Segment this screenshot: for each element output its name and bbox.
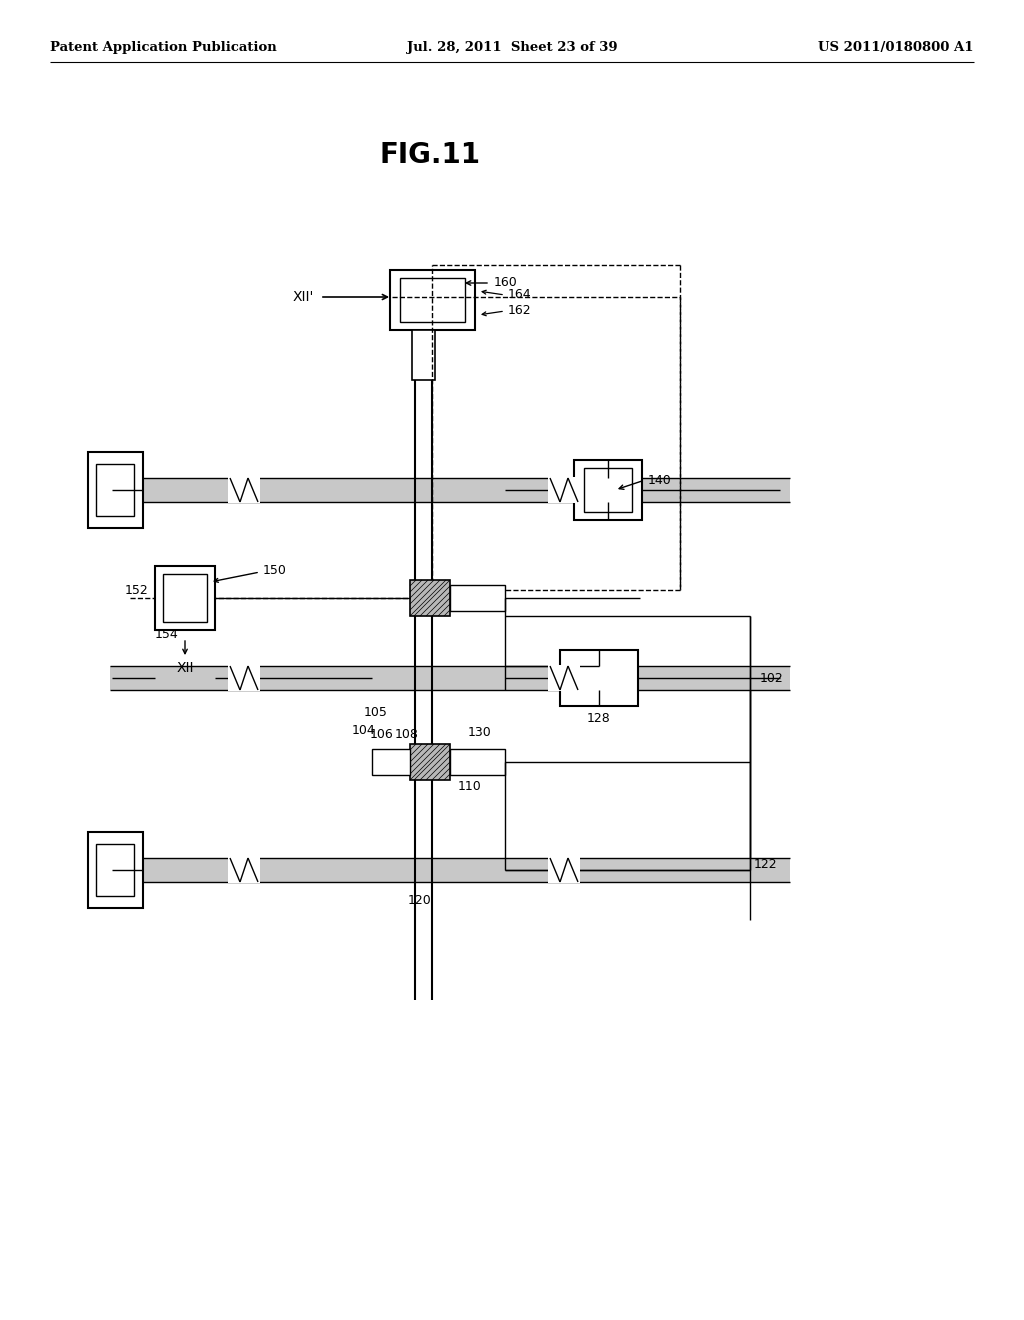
Text: 164: 164 <box>508 289 531 301</box>
Bar <box>410 744 450 780</box>
Text: 102: 102 <box>760 672 783 685</box>
Bar <box>548 477 580 503</box>
Text: 120: 120 <box>409 894 432 907</box>
Text: 154: 154 <box>155 628 178 642</box>
Bar <box>372 748 410 775</box>
Bar <box>110 667 790 690</box>
Text: 104: 104 <box>351 723 375 737</box>
Text: Patent Application Publication: Patent Application Publication <box>50 41 276 54</box>
Bar <box>574 459 642 520</box>
Bar <box>96 843 134 896</box>
Bar <box>163 574 207 622</box>
Bar <box>548 857 580 883</box>
Bar <box>228 857 260 883</box>
Bar <box>88 832 143 908</box>
Text: XII: XII <box>176 661 194 675</box>
Text: Jul. 28, 2011  Sheet 23 of 39: Jul. 28, 2011 Sheet 23 of 39 <box>407 41 617 54</box>
Bar <box>400 279 465 322</box>
Text: US 2011/0180800 A1: US 2011/0180800 A1 <box>818 41 974 54</box>
Bar <box>412 330 435 380</box>
Text: XII': XII' <box>293 290 314 304</box>
Bar <box>88 451 143 528</box>
Bar <box>110 478 790 502</box>
Bar <box>548 665 580 690</box>
Bar <box>228 665 260 690</box>
Text: FIG.11: FIG.11 <box>380 141 480 169</box>
Text: 160: 160 <box>494 276 518 289</box>
Text: 110: 110 <box>458 780 481 792</box>
Bar <box>560 649 638 706</box>
Bar <box>228 477 260 503</box>
Text: 130: 130 <box>468 726 492 738</box>
Bar <box>450 585 505 611</box>
Bar <box>110 858 790 882</box>
Text: 106: 106 <box>370 727 394 741</box>
Bar <box>410 579 450 616</box>
Text: 128: 128 <box>587 711 611 725</box>
Text: 152: 152 <box>124 583 148 597</box>
Bar <box>96 465 134 516</box>
Bar <box>450 748 505 775</box>
Bar <box>390 271 475 330</box>
Bar <box>155 566 215 630</box>
Bar <box>584 469 632 512</box>
Text: 108: 108 <box>395 727 419 741</box>
Text: 140: 140 <box>648 474 672 487</box>
Text: 162: 162 <box>508 305 531 318</box>
Text: 150: 150 <box>263 564 287 577</box>
Text: 105: 105 <box>365 705 388 718</box>
Text: 122: 122 <box>754 858 777 871</box>
